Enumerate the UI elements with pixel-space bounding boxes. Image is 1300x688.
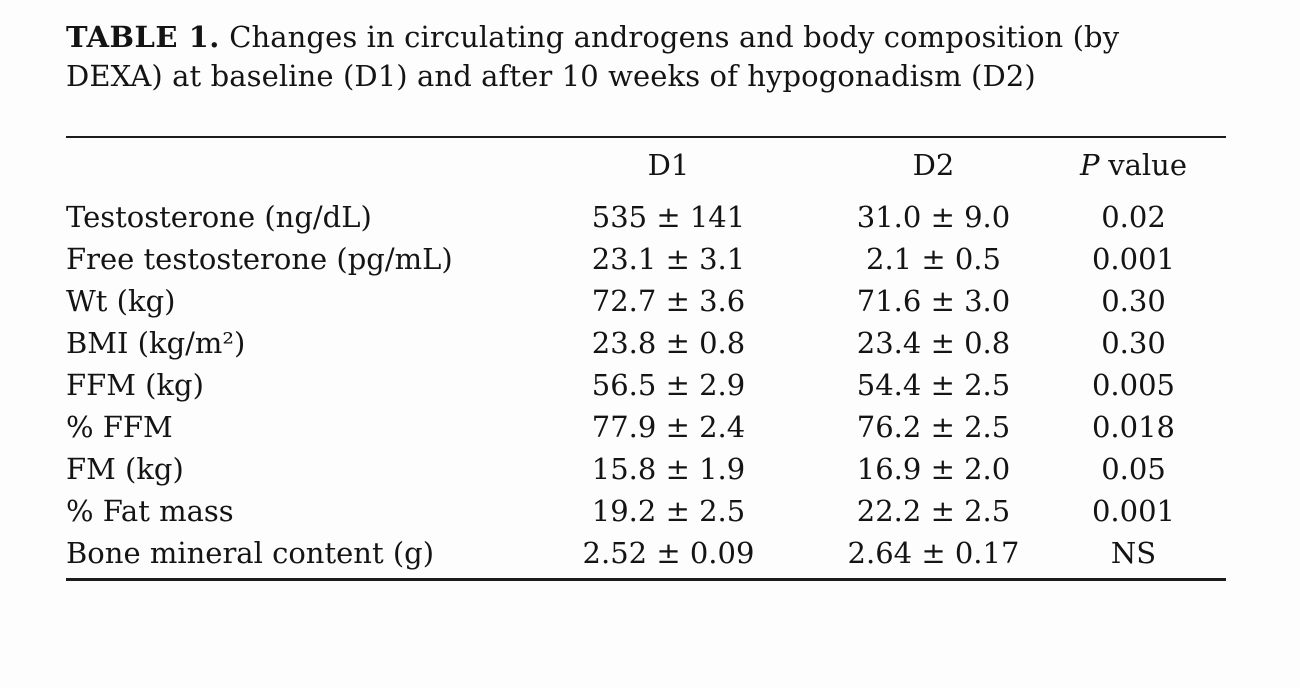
row-label: FFM (kg) — [66, 368, 204, 402]
d1-value: 77.9 ± 2.4 — [591, 410, 746, 444]
table-caption-label: TABLE 1. — [66, 20, 220, 54]
p-value: 0.05 — [1101, 452, 1166, 486]
d1-value: 72.7 ± 3.6 — [591, 284, 746, 318]
table-block: TABLE 1. Changes in circulating androgen… — [66, 18, 1226, 581]
d1-value: 15.8 ± 1.9 — [591, 452, 746, 486]
p-value: 0.30 — [1101, 284, 1166, 318]
table-row: % FFM 77.9 ± 2.4 76.2 ± 2.5 0.018 — [66, 406, 1226, 448]
p-value: 0.001 — [1091, 242, 1176, 276]
d1-value: 2.52 ± 0.09 — [582, 536, 755, 570]
table-row: % Fat mass 19.2 ± 2.5 22.2 ± 2.5 0.001 — [66, 490, 1226, 532]
table-row: FFM (kg) 56.5 ± 2.9 54.4 ± 2.5 0.005 — [66, 364, 1226, 406]
table-row: FM (kg) 15.8 ± 1.9 16.9 ± 2.0 0.05 — [66, 448, 1226, 490]
p-value: 0.001 — [1091, 494, 1176, 528]
row-label: FM (kg) — [66, 452, 184, 486]
header-d2-cell: D2 — [912, 148, 955, 182]
d1-value: 23.8 ± 0.8 — [591, 326, 746, 360]
header-p-word: value — [1108, 148, 1187, 182]
row-label: % FFM — [66, 410, 173, 444]
table-caption-text: Changes in circulating androgens and bod… — [66, 20, 1120, 93]
p-value: NS — [1110, 536, 1157, 570]
table-caption: TABLE 1. Changes in circulating androgen… — [66, 18, 1171, 96]
table-row: Wt (kg) 72.7 ± 3.6 71.6 ± 3.0 0.30 — [66, 280, 1226, 322]
d2-value: 16.9 ± 2.0 — [856, 452, 1011, 486]
p-value: 0.30 — [1101, 326, 1166, 360]
table-row: Testosterone (ng/dL) 535 ± 141 31.0 ± 9.… — [66, 192, 1226, 238]
d2-value: 31.0 ± 9.0 — [856, 200, 1011, 234]
row-label: Testosterone (ng/dL) — [66, 200, 372, 234]
header-metric-cell — [66, 137, 511, 192]
d2-value: 71.6 ± 3.0 — [856, 284, 1011, 318]
table-row: Free testosterone (pg/mL) 23.1 ± 3.1 2.1… — [66, 238, 1226, 280]
d2-value: 54.4 ± 2.5 — [856, 368, 1011, 402]
d2-value: 23.4 ± 0.8 — [856, 326, 1011, 360]
table-body: Testosterone (ng/dL) 535 ± 141 31.0 ± 9.… — [66, 192, 1226, 580]
d2-value: 22.2 ± 2.5 — [856, 494, 1011, 528]
d1-value: 56.5 ± 2.9 — [591, 368, 746, 402]
row-label: Bone mineral content (g) — [66, 536, 435, 570]
d1-value: 535 ± 141 — [591, 200, 746, 234]
row-label: Free testosterone (pg/mL) — [66, 242, 453, 276]
d2-value: 76.2 ± 2.5 — [856, 410, 1011, 444]
table-row: BMI (kg/m²) 23.8 ± 0.8 23.4 ± 0.8 0.30 — [66, 322, 1226, 364]
p-value: 0.02 — [1101, 200, 1166, 234]
table-row: Bone mineral content (g) 2.52 ± 0.09 2.6… — [66, 532, 1226, 580]
header-p-symbol: P — [1080, 148, 1100, 182]
d2-value: 2.64 ± 0.17 — [847, 536, 1020, 570]
row-label: BMI (kg/m²) — [66, 326, 246, 360]
d1-value: 23.1 ± 3.1 — [591, 242, 746, 276]
header-d1-cell: D1 — [647, 148, 690, 182]
d2-value: 2.1 ± 0.5 — [866, 242, 1001, 276]
d1-value: 19.2 ± 2.5 — [591, 494, 746, 528]
row-label: % Fat mass — [66, 494, 234, 528]
p-value: 0.005 — [1091, 368, 1176, 402]
p-value: 0.018 — [1091, 410, 1176, 444]
row-label: Wt (kg) — [66, 284, 176, 318]
